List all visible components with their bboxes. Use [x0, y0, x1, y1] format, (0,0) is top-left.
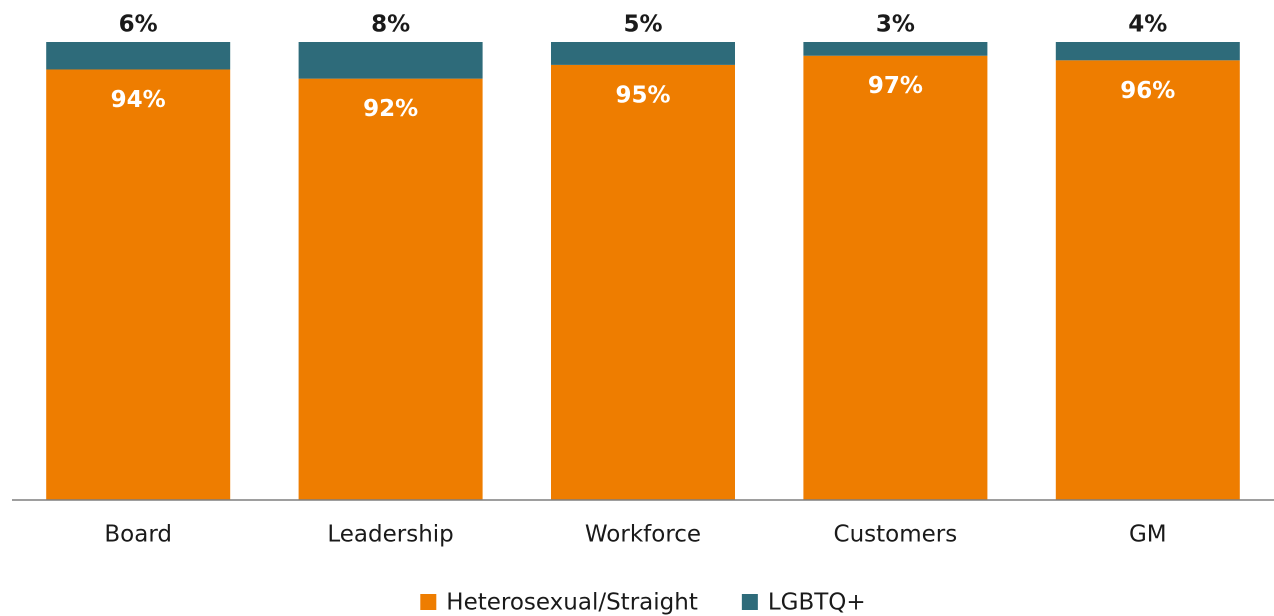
- bar-segment: [46, 69, 231, 500]
- x-tick-label: Board: [104, 522, 172, 548]
- x-tick-label: Customers: [834, 522, 958, 548]
- bar-segment: [1055, 60, 1240, 500]
- bar-segment: [803, 42, 988, 56]
- data-label: 92%: [363, 96, 418, 122]
- data-label: 95%: [615, 82, 670, 108]
- bar-segment: [46, 42, 231, 70]
- legend-label: Heterosexual/Straight: [446, 590, 698, 616]
- legend-swatch: [420, 594, 437, 610]
- bar-segment: [803, 55, 988, 501]
- data-label: 3%: [876, 12, 915, 38]
- x-tick-label: Leadership: [327, 522, 453, 548]
- data-label: 6%: [119, 12, 158, 38]
- data-label: 4%: [1128, 12, 1167, 38]
- legend-label: LGBTQ+: [768, 590, 866, 616]
- data-label: 94%: [111, 87, 166, 113]
- data-label: 8%: [371, 12, 410, 38]
- data-label: 96%: [1120, 78, 1175, 104]
- bar-segment: [551, 42, 735, 65]
- x-tick-label: GM: [1129, 522, 1167, 548]
- bar-segment: [298, 42, 483, 79]
- legend-swatch: [741, 594, 758, 610]
- bar-segment: [551, 64, 735, 501]
- bar-segment: [1055, 42, 1240, 61]
- data-label: 5%: [623, 12, 662, 38]
- x-tick-label: Workforce: [585, 522, 701, 548]
- data-label: 97%: [868, 73, 923, 99]
- bar-segment: [298, 78, 483, 500]
